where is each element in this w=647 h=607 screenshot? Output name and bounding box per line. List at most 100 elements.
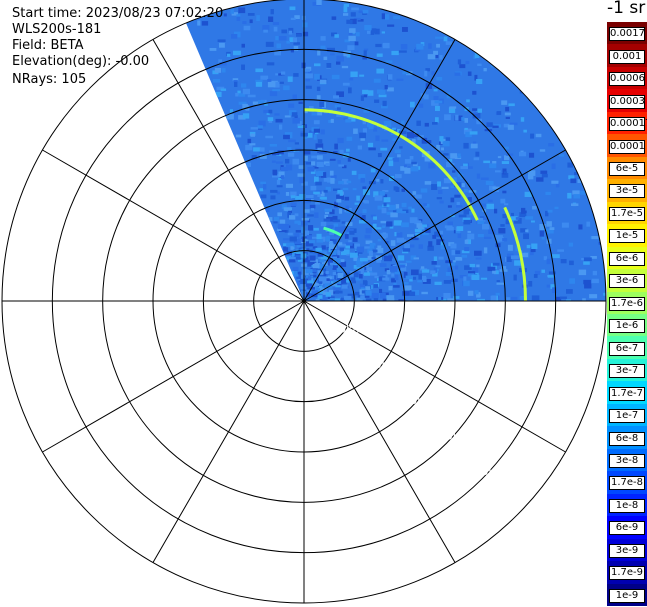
range-labels: 0 1.00km 2.00km 3.00km 4.00km 5.00km bbox=[306, 323, 506, 478]
speckle-cell bbox=[319, 259, 325, 263]
speckle-cell bbox=[273, 221, 278, 224]
speckle-cell bbox=[316, 86, 321, 91]
speckle-cell bbox=[476, 79, 483, 84]
speckle-cell bbox=[411, 133, 419, 138]
speckle-cell bbox=[461, 189, 469, 193]
speckle-cell bbox=[464, 265, 472, 270]
speckle-cell bbox=[443, 293, 451, 299]
speckle-cell bbox=[447, 221, 453, 226]
speckle-cell bbox=[458, 214, 467, 218]
speckle-cell bbox=[334, 104, 341, 108]
azimuth-spoke bbox=[152, 39, 305, 302]
speckle-cell bbox=[406, 71, 413, 76]
speckle-cell bbox=[382, 277, 390, 281]
colorbar: 0.0017 0.001 0.0006 0.0003 0.00017 0.0001 6e-5… bbox=[607, 22, 647, 607]
speckle-cell bbox=[294, 220, 300, 224]
colorbar-title: -1 sr bbox=[607, 0, 646, 18]
speckle-cell bbox=[310, 185, 317, 191]
speckle-cell bbox=[325, 212, 331, 214]
speckle-cell bbox=[290, 202, 297, 206]
speckle-cell bbox=[274, 113, 280, 116]
speckle-cell bbox=[331, 250, 337, 256]
speckle-cell bbox=[292, 94, 297, 100]
speckle-cell bbox=[276, 191, 280, 195]
speckle-cell bbox=[354, 202, 359, 205]
speckle-cell bbox=[445, 137, 451, 141]
speckle-cell bbox=[530, 246, 536, 253]
speckle-cell bbox=[539, 230, 544, 237]
speckle-cell bbox=[528, 281, 533, 287]
speckle-cell bbox=[220, 88, 227, 91]
speckle-cell bbox=[319, 197, 326, 200]
speckle-cell bbox=[333, 188, 341, 191]
speckle-cell bbox=[233, 50, 241, 56]
speckle-cell bbox=[368, 126, 374, 130]
speckle-cell bbox=[318, 279, 323, 285]
speckle-cell bbox=[547, 274, 554, 278]
speckle-cell bbox=[269, 150, 274, 154]
speckle-cell bbox=[480, 277, 488, 280]
speckle-cell bbox=[296, 34, 302, 37]
speckle-cell bbox=[547, 209, 553, 213]
speckle-cell bbox=[266, 62, 275, 66]
speckle-cell bbox=[387, 24, 395, 27]
speckle-cell bbox=[238, 115, 246, 120]
speckle-cell bbox=[401, 282, 409, 285]
colorbar-tick-label: 3e-5 bbox=[609, 184, 645, 199]
speckle-cell bbox=[329, 262, 335, 266]
speckle-cell bbox=[368, 250, 373, 256]
speckle-cell bbox=[259, 147, 265, 152]
speckle-cell bbox=[430, 270, 436, 275]
speckle-cell bbox=[229, 109, 233, 113]
speckle-cell bbox=[463, 128, 472, 135]
speckle-cell bbox=[397, 129, 401, 133]
speckle-cell bbox=[413, 257, 419, 260]
speckle-cell bbox=[468, 271, 476, 275]
speckle-cell bbox=[501, 173, 509, 178]
speckle-cell bbox=[381, 105, 388, 109]
speckle-cell bbox=[490, 295, 497, 301]
speckle-cell bbox=[314, 73, 320, 80]
speckle-cell bbox=[463, 276, 467, 282]
speckle-cell bbox=[359, 74, 365, 77]
speckle-cell bbox=[334, 34, 339, 38]
speckle-cell bbox=[317, 150, 321, 154]
speckle-cell bbox=[353, 17, 361, 21]
speckle-cell bbox=[527, 174, 534, 180]
speckle-cell bbox=[381, 14, 390, 20]
speckle-cell bbox=[355, 277, 361, 281]
speckle-cell bbox=[337, 160, 341, 164]
speckle-cell bbox=[393, 15, 400, 20]
speckle-cell bbox=[259, 188, 264, 192]
speckle-cell bbox=[388, 286, 393, 291]
speckle-cell bbox=[336, 194, 344, 200]
speckle-cell bbox=[367, 123, 374, 127]
speckle-cell bbox=[342, 178, 349, 185]
speckle-cell bbox=[387, 157, 395, 160]
speckle-cell bbox=[362, 186, 367, 190]
speckle-cell bbox=[463, 219, 471, 225]
speckle-cell bbox=[381, 13, 385, 20]
speckle-cell bbox=[472, 108, 478, 111]
speckle-cell bbox=[506, 153, 514, 156]
speckle-cell bbox=[418, 244, 423, 249]
speckle-cell bbox=[328, 239, 334, 242]
speckle-cell bbox=[455, 114, 459, 121]
speckle-cell bbox=[217, 39, 226, 42]
speckle-cell bbox=[313, 291, 317, 296]
speckle-cell bbox=[349, 270, 356, 277]
speckle-cell bbox=[402, 71, 409, 75]
speckle-cell bbox=[367, 30, 371, 34]
speckle-cell bbox=[268, 16, 274, 22]
speckle-cell bbox=[395, 174, 402, 179]
speckle-cell bbox=[443, 36, 448, 42]
speckle-cell bbox=[369, 270, 373, 274]
speckle-cell bbox=[449, 106, 457, 109]
speckle-cell bbox=[501, 100, 508, 105]
speckle-cell bbox=[358, 10, 365, 14]
speckle-cell bbox=[362, 89, 369, 94]
speckle-cell bbox=[441, 186, 449, 189]
speckle-cell bbox=[438, 256, 444, 260]
speckle-cell bbox=[309, 240, 315, 244]
speckle-cell bbox=[463, 163, 468, 169]
